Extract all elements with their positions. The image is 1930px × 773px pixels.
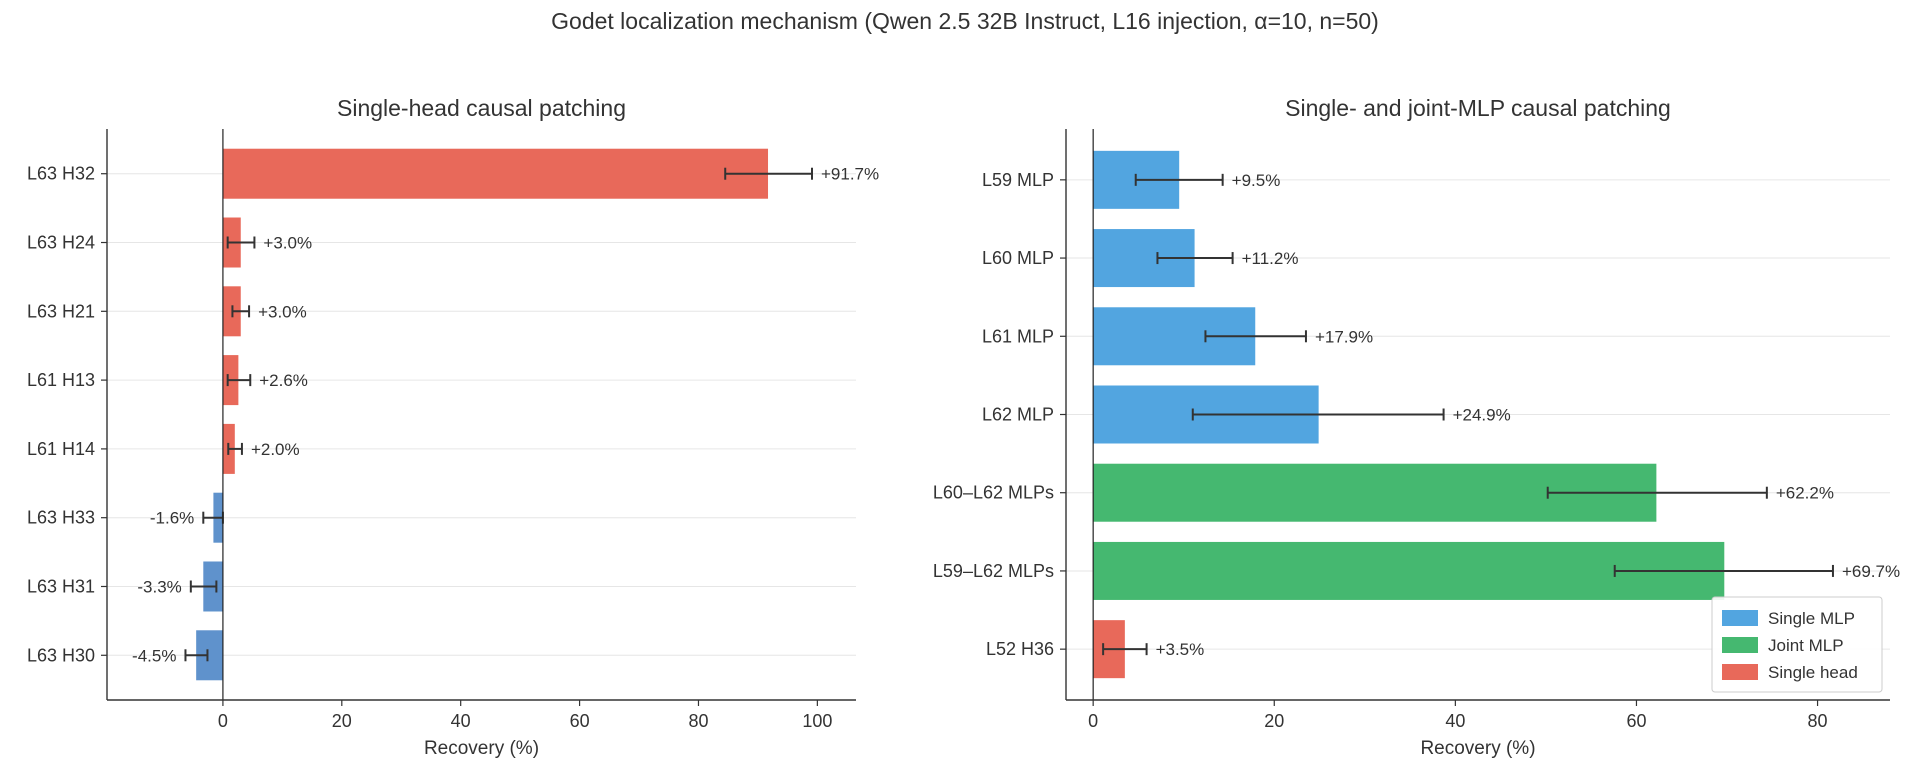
legend-swatch bbox=[1722, 610, 1758, 626]
legend-swatch bbox=[1722, 637, 1758, 653]
data-label: -4.5% bbox=[132, 646, 176, 665]
legend-label: Single MLP bbox=[1768, 609, 1855, 628]
data-label: +9.5% bbox=[1232, 171, 1281, 190]
data-label: -1.6% bbox=[150, 509, 194, 528]
x-tick-label: 40 bbox=[451, 711, 471, 731]
data-label: +3.0% bbox=[263, 234, 312, 253]
y-tick-label: L52 H36 bbox=[986, 639, 1054, 659]
y-tick-label: L59–L62 MLPs bbox=[933, 561, 1054, 581]
data-label: +69.7% bbox=[1842, 562, 1900, 581]
x-tick-label: 40 bbox=[1445, 711, 1465, 731]
y-tick-label: L63 H31 bbox=[27, 576, 95, 596]
legend-label: Single head bbox=[1768, 663, 1858, 682]
x-axis-label: Recovery (%) bbox=[1420, 738, 1535, 759]
x-tick-label: 60 bbox=[1626, 711, 1646, 731]
x-tick-label: 100 bbox=[802, 711, 832, 731]
x-tick-label: 80 bbox=[1808, 711, 1828, 731]
panel-title: Single-head causal patching bbox=[337, 95, 626, 121]
y-tick-label: L60 MLP bbox=[982, 248, 1054, 268]
figure-title: Godet localization mechanism (Qwen 2.5 3… bbox=[551, 8, 1379, 34]
x-tick-label: 0 bbox=[1088, 711, 1098, 731]
data-label: +11.2% bbox=[1242, 249, 1299, 268]
data-label: -3.3% bbox=[137, 577, 181, 596]
data-label: +91.7% bbox=[821, 165, 879, 184]
y-tick-label: L63 H30 bbox=[27, 645, 95, 665]
y-tick-label: L61 H14 bbox=[27, 439, 95, 459]
data-label: +2.0% bbox=[251, 440, 300, 459]
y-tick-label: L63 H24 bbox=[27, 233, 95, 253]
y-tick-label: L63 H32 bbox=[27, 164, 95, 184]
data-label: +2.6% bbox=[259, 371, 308, 390]
y-tick-label: L63 H21 bbox=[27, 301, 95, 321]
legend-label: Joint MLP bbox=[1768, 636, 1844, 655]
x-axis-label: Recovery (%) bbox=[424, 738, 539, 759]
y-tick-label: L63 H33 bbox=[27, 508, 95, 528]
y-tick-label: L59 MLP bbox=[982, 170, 1054, 190]
legend-swatch bbox=[1722, 664, 1758, 680]
x-tick-label: 20 bbox=[332, 711, 352, 731]
x-tick-label: 80 bbox=[688, 711, 708, 731]
panel-single-head: Single-head causal patching +91.7% L63 H32… bbox=[27, 95, 879, 759]
y-tick-label: L61 H13 bbox=[27, 370, 95, 390]
bar bbox=[222, 148, 769, 199]
panel-title: Single- and joint-MLP causal patching bbox=[1285, 95, 1671, 121]
data-label: +3.5% bbox=[1156, 640, 1205, 659]
panel-mlp: Single- and joint-MLP causal patching +9.… bbox=[933, 95, 1900, 759]
x-tick-label: 20 bbox=[1264, 711, 1284, 731]
x-tick-label: 60 bbox=[570, 711, 590, 731]
y-tick-label: L60–L62 MLPs bbox=[933, 483, 1054, 503]
data-label: +3.0% bbox=[258, 302, 307, 321]
data-label: +24.9% bbox=[1453, 406, 1511, 425]
x-tick-label: 0 bbox=[218, 711, 228, 731]
y-tick-label: L61 MLP bbox=[982, 326, 1054, 346]
y-tick-label: L62 MLP bbox=[982, 405, 1054, 425]
legend: Single MLP Joint MLP Single head bbox=[1711, 596, 1883, 693]
data-label: +62.2% bbox=[1776, 484, 1834, 503]
data-label: +17.9% bbox=[1315, 327, 1373, 346]
